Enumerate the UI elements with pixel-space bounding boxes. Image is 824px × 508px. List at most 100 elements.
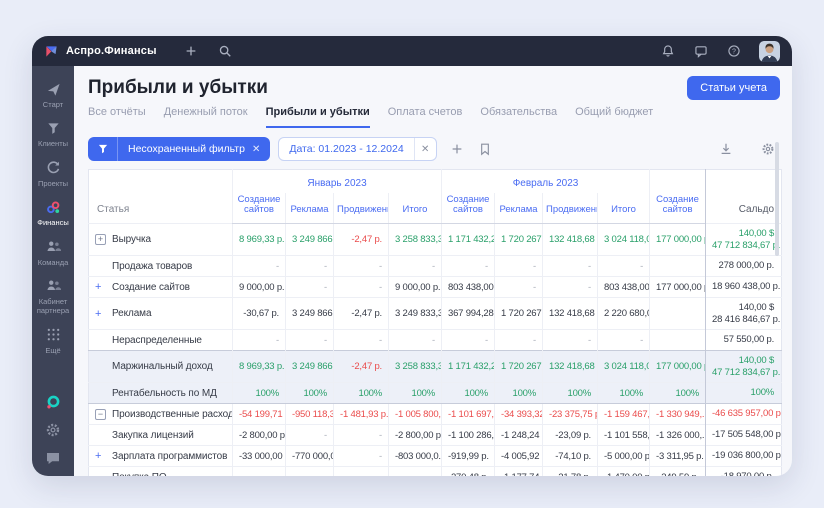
expand-row-icon[interactable]: + [95, 234, 106, 246]
sidebar-item-team[interactable]: Команда [32, 234, 74, 273]
value-cell [649, 255, 706, 277]
remove-date-filter-icon[interactable]: ✕ [413, 138, 436, 160]
vertical-scrollbar[interactable] [775, 142, 779, 256]
gear-icon[interactable] [45, 421, 62, 438]
subcolumn-header[interactable]: Итого [596, 192, 650, 225]
value-cell: 100% [232, 382, 286, 405]
search-icon[interactable] [217, 43, 233, 59]
expand-row-icon[interactable]: + [95, 307, 102, 320]
value-cell: 177 000,00 р. [649, 350, 706, 383]
month-group-header: Февраль 2023 [440, 169, 650, 193]
row-label: Продажа товаров [112, 260, 193, 272]
sidebar-item-more[interactable]: Ещё [32, 322, 74, 361]
row-label: Закупка лицензий [112, 429, 194, 441]
add-filter-icon[interactable] [449, 141, 465, 157]
tab-5[interactable]: Общий бюджет [575, 106, 654, 118]
value-cell: - [441, 329, 495, 351]
settings-icon[interactable] [760, 141, 776, 157]
tab-2[interactable]: Прибыли и убытки [265, 106, 370, 128]
date-filter-chip[interactable]: Дата: 01.2023 - 12.2024 ✕ [278, 137, 437, 161]
value-cell: - [232, 255, 286, 277]
row-label: Рентабельность по МД [112, 387, 217, 399]
expand-row-icon[interactable]: + [95, 281, 102, 294]
chat-bubble-icon[interactable] [45, 449, 62, 466]
value-cell: 132 418,68 р. [542, 350, 598, 383]
value-cell: -1 177,74 р. [494, 466, 543, 476]
subcolumn-header[interactable]: Продвижение [333, 192, 389, 225]
bookmark-icon[interactable] [477, 141, 493, 157]
value-cell: 367 994,28 р. [441, 297, 495, 330]
value-cell: 3 024 118,0... [596, 223, 650, 256]
value-cell: -270,48 р. [441, 466, 495, 476]
topbar: Аспро.Финансы ? [32, 36, 792, 66]
subcolumn-header[interactable]: Итого [388, 192, 442, 225]
row-label: Создание сайтов [112, 281, 190, 293]
filter-toolbar: Несохраненный фильтр ✕ Дата: 01.2023 - 1… [88, 137, 792, 161]
app-name: Аспро.Финансы [66, 45, 157, 57]
tab-0[interactable]: Все отчёты [88, 106, 146, 118]
subcolumn-header[interactable]: Создание сайтов [441, 192, 495, 225]
tab-4[interactable]: Обязательства [480, 106, 558, 118]
product-logo-icon[interactable] [45, 393, 62, 410]
value-cell: - [388, 466, 442, 476]
subcolumn-header[interactable]: Реклама [494, 192, 543, 225]
saldo-cell: 140,00 $47 712 834,67 р. [705, 223, 782, 256]
value-cell: 100% [596, 382, 650, 405]
accounting-articles-button[interactable]: Статьи учета [687, 76, 780, 100]
value-cell: - [333, 466, 389, 476]
value-cell: -1 100 286,... [441, 424, 495, 446]
app-window: Аспро.Финансы ? [32, 36, 792, 476]
value-cell: 3 024 118,0... [596, 350, 650, 383]
sidebar-item-label: Ещё [45, 345, 61, 355]
value-cell: 9 000,00 р. [232, 276, 286, 298]
value-cell: -2 800,00 р. [232, 424, 286, 446]
value-cell: -2,47 р. [333, 223, 389, 256]
chat-icon[interactable] [693, 43, 709, 59]
sidebar-item-start[interactable]: Старт [32, 76, 74, 115]
tab-1[interactable]: Денежный поток [163, 106, 248, 118]
value-cell: - [542, 255, 598, 277]
row-label: Маржинальный доход [112, 361, 213, 373]
sidebar-item-clients[interactable]: Клиенты [32, 115, 74, 154]
tab-3[interactable]: Оплата счетов [387, 106, 463, 118]
help-icon[interactable]: ? [726, 43, 742, 59]
user-avatar[interactable] [759, 40, 780, 62]
sidebar-item-label: Кабинет партнера [36, 296, 70, 316]
table-row-margin-income: Маржинальный доход 8 969,33 р.3 249 866,4… [88, 350, 782, 383]
table-row-license-purchase: Закупка лицензий -2 800,00 р. - - -2 800,00 … [88, 424, 782, 446]
value-cell: - [232, 466, 286, 476]
sidebar-item-finance[interactable]: Финансы [32, 194, 74, 233]
value-cell: - [285, 329, 334, 351]
value-cell: -803 000,0... [388, 445, 442, 467]
value-cell: - [388, 255, 442, 277]
svg-text:?: ? [732, 48, 736, 55]
value-cell: 3 249 866,4... [285, 297, 334, 330]
value-cell: -1 481,93 р. [333, 403, 389, 425]
app-logo[interactable]: Аспро.Финансы [44, 44, 157, 59]
value-cell: -21,78 р. [542, 466, 598, 476]
sidebar-item-partner[interactable]: Кабинет партнера [32, 273, 74, 322]
value-cell: 1 720 267,0... [494, 223, 543, 256]
remove-filter-icon[interactable]: ✕ [251, 143, 261, 155]
value-cell: -33 000,00 р. [232, 445, 286, 467]
expand-row-icon[interactable]: + [95, 450, 102, 463]
plus-icon[interactable] [183, 43, 199, 59]
subcolumn-header[interactable]: Создание сайтов [649, 192, 706, 225]
value-cell: - [333, 329, 389, 351]
sidebar-item-projects[interactable]: Проекты [32, 155, 74, 194]
subcolumn-header[interactable]: Создание сайтов [232, 192, 286, 225]
filter-icon[interactable] [88, 137, 118, 161]
download-icon[interactable] [718, 141, 734, 157]
aspro-logo-icon [46, 45, 57, 57]
bell-icon[interactable] [660, 43, 676, 59]
subcolumn-header[interactable]: Реклама [285, 192, 334, 225]
table-row-revenue: + Выручка 8 969,33 р.3 249 866,4...-2,47 р… [88, 223, 782, 256]
value-cell: 100% [649, 382, 706, 405]
subcolumn-header[interactable]: Продвижение [542, 192, 598, 225]
value-cell: 100% [542, 382, 598, 405]
value-cell: -919,99 р. [441, 445, 495, 467]
pnl-table: Статья Январь 2023 Февраль 2023 Сальдо Созда… [88, 169, 792, 476]
collapse-row-icon[interactable]: − [95, 408, 106, 420]
value-cell: -349,59 р. [649, 466, 706, 476]
unsaved-filter-chip[interactable]: Несохраненный фильтр ✕ [118, 137, 271, 161]
